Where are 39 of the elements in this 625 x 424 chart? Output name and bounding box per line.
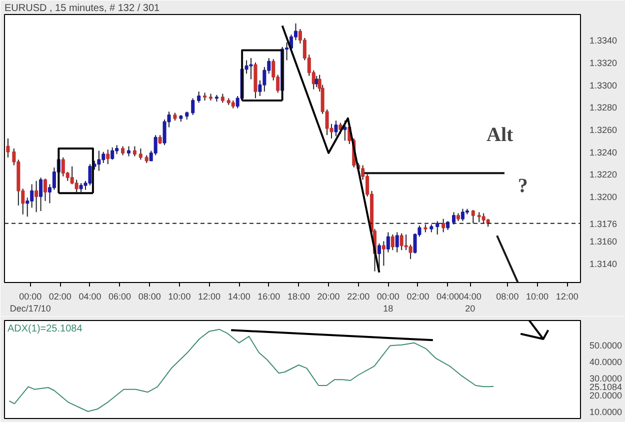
x-tick-label: 04:00 <box>436 292 460 302</box>
x-tick-label: 04:00 <box>78 292 102 302</box>
y-tick-label: 1.3200 <box>590 192 618 202</box>
y-tick-label: 30.0000 <box>590 374 622 384</box>
y-tick-label: 40.0000 <box>590 357 622 367</box>
x-tick-label: 18:00 <box>287 292 310 302</box>
y-tick-label: 1.3280 <box>590 102 618 113</box>
x-tick-label: 04:00 20 <box>458 292 482 314</box>
x-tick-label: 08:00 <box>496 292 519 302</box>
y-tick-label: 25.1084 <box>590 382 622 392</box>
x-tick-label: 12:00 <box>198 292 221 302</box>
y-tick-label: 10.0000 <box>590 407 622 417</box>
x-tick-label: 08:00 <box>138 292 161 302</box>
y-tick-label: 1.3320 <box>590 58 618 68</box>
x-tick-label: 00:00 18 <box>376 292 400 314</box>
annotation: ? <box>518 175 528 198</box>
y-tick-label: 50.0000 <box>590 340 622 350</box>
y-tick-label: 1.3300 <box>590 80 618 90</box>
annotation: Alt <box>486 124 514 146</box>
y-tick-label: 1.3140 <box>590 259 618 270</box>
chart-title: EURUSD , 15 minutes, # 132 / 301 <box>4 3 160 14</box>
x-tick-label: 10:00 <box>526 292 549 302</box>
x-tick-label: 20:00 <box>317 292 340 302</box>
chart-title: ADX(1)=25.1084 <box>8 324 83 334</box>
x-tick-label: 22:00 <box>347 292 370 302</box>
y-tick-label: 1.3176 <box>590 218 618 229</box>
y-tick-label: 1.3340 <box>590 36 618 46</box>
y-tick-label: 1.3240 <box>590 147 618 158</box>
x-tick-label: 12:00 <box>556 292 578 302</box>
y-tick-label: 1.3160 <box>590 236 618 247</box>
x-tick-label: 02:00 <box>406 292 430 302</box>
x-tick-label: 16:00 <box>258 292 280 302</box>
x-tick-label: 06:00 <box>108 292 132 302</box>
y-tick-label: 1.3220 <box>590 170 618 180</box>
y-tick-label: 20.0000 <box>590 390 622 400</box>
x-tick-label: 10:00 <box>168 292 191 302</box>
x-tick-label: 14:00 <box>228 292 250 302</box>
y-tick-label: 1.3260 <box>590 125 618 136</box>
x-tick-label: 02:00 <box>48 292 72 302</box>
